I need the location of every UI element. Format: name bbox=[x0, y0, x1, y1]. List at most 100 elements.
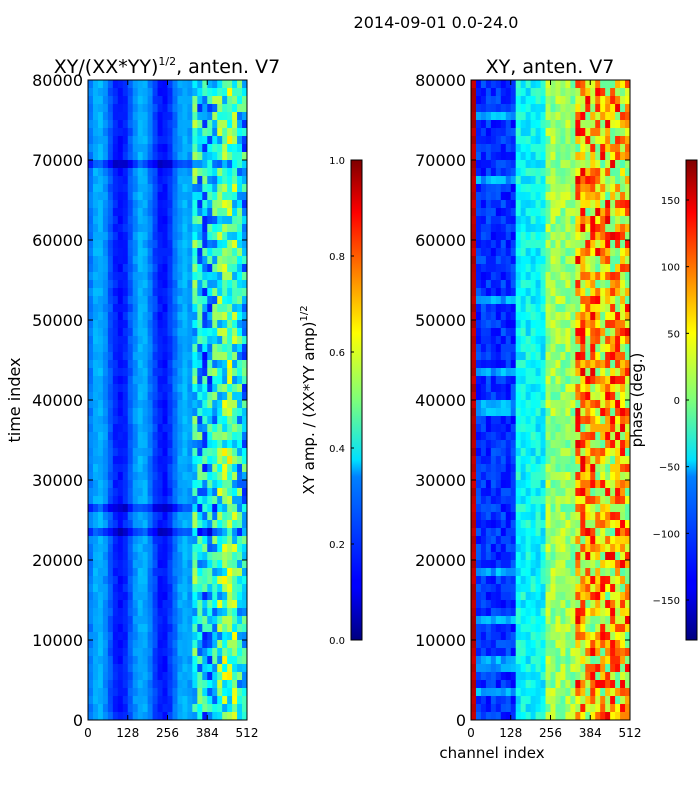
heatmap-cell bbox=[520, 544, 527, 553]
heatmap-cell bbox=[157, 208, 164, 217]
heatmap-cell bbox=[227, 704, 233, 713]
heatmap-cell bbox=[530, 192, 537, 201]
heatmap-cell bbox=[207, 136, 213, 145]
heatmap-cell bbox=[495, 648, 502, 657]
heatmap-cell bbox=[610, 296, 616, 305]
heatmap-cell bbox=[172, 296, 179, 305]
heatmap-cell bbox=[485, 304, 492, 313]
heatmap-cell bbox=[192, 624, 198, 633]
heatmap-cell bbox=[217, 680, 223, 689]
heatmap-cell bbox=[545, 592, 552, 601]
heatmap-cell bbox=[595, 664, 601, 673]
heatmap-cell bbox=[112, 552, 119, 561]
heatmap-cell bbox=[475, 120, 482, 129]
heatmap-cell bbox=[590, 352, 596, 361]
heatmap-cell bbox=[142, 704, 149, 713]
heatmap-cell bbox=[142, 408, 149, 417]
heatmap-cell bbox=[192, 304, 198, 313]
heatmap-cell bbox=[97, 576, 104, 585]
heatmap-cell bbox=[182, 280, 188, 289]
heatmap-cell bbox=[92, 368, 99, 377]
heatmap-cell bbox=[625, 632, 630, 641]
heatmap-cell bbox=[510, 408, 517, 417]
heatmap-cell bbox=[132, 232, 139, 241]
heatmap-cell bbox=[192, 432, 198, 441]
heatmap-cell bbox=[122, 160, 129, 169]
heatmap-cell bbox=[525, 496, 532, 505]
heatmap-cell bbox=[495, 576, 502, 585]
heatmap-cell bbox=[555, 448, 562, 457]
heatmap-cell bbox=[550, 272, 557, 281]
heatmap-cell bbox=[495, 552, 502, 561]
heatmap-cell bbox=[97, 656, 104, 665]
heatmap-cell bbox=[485, 88, 492, 97]
heatmap-cell bbox=[167, 312, 174, 321]
heatmap-cell bbox=[202, 240, 208, 249]
heatmap-cell bbox=[132, 704, 139, 713]
heatmap-cell bbox=[620, 472, 626, 481]
heatmap-cell bbox=[540, 536, 547, 545]
heatmap-cell bbox=[107, 384, 114, 393]
heatmap-cell bbox=[127, 232, 134, 241]
heatmap-cell bbox=[92, 360, 99, 369]
amplitude-heatmap-image bbox=[88, 80, 247, 720]
heatmap-cell bbox=[485, 312, 492, 321]
heatmap-cell bbox=[237, 608, 243, 617]
heatmap-cell bbox=[471, 312, 477, 321]
heatmap-cell bbox=[88, 136, 94, 145]
heatmap-cell bbox=[555, 560, 562, 569]
heatmap-cell bbox=[480, 592, 487, 601]
heatmap-cell bbox=[535, 144, 542, 153]
heatmap-cell bbox=[555, 224, 562, 233]
heatmap-cell bbox=[192, 112, 198, 121]
heatmap-cell bbox=[147, 616, 154, 625]
heatmap-cell bbox=[202, 216, 208, 225]
heatmap-cell bbox=[625, 328, 630, 337]
heatmap-cell bbox=[157, 680, 164, 689]
heatmap-cell bbox=[197, 232, 203, 241]
heatmap-cell bbox=[600, 544, 606, 553]
heatmap-cell bbox=[222, 600, 228, 609]
heatmap-cell bbox=[560, 416, 567, 425]
heatmap-cell bbox=[565, 656, 571, 665]
heatmap-cell bbox=[560, 616, 567, 625]
heatmap-cell bbox=[172, 304, 179, 313]
heatmap-cell bbox=[560, 168, 567, 177]
heatmap-cell bbox=[600, 104, 606, 113]
heatmap-cell bbox=[595, 80, 601, 89]
heatmap-cell bbox=[132, 504, 139, 513]
heatmap-cell bbox=[475, 248, 482, 257]
heatmap-cell bbox=[137, 216, 144, 225]
heatmap-cell bbox=[237, 408, 243, 417]
heatmap-cell bbox=[192, 144, 198, 153]
heatmap-cell bbox=[112, 608, 119, 617]
heatmap-cell bbox=[490, 656, 497, 665]
heatmap-cell bbox=[127, 360, 134, 369]
heatmap-cell bbox=[605, 512, 611, 521]
heatmap-cell bbox=[107, 704, 114, 713]
heatmap-cell bbox=[555, 368, 562, 377]
heatmap-cell bbox=[177, 104, 184, 113]
heatmap-cell bbox=[615, 344, 621, 353]
heatmap-cell bbox=[595, 368, 601, 377]
heatmap-cell bbox=[565, 296, 571, 305]
heatmap-cell bbox=[217, 208, 223, 217]
heatmap-cell bbox=[147, 248, 154, 257]
heatmap-cell bbox=[540, 664, 547, 673]
heatmap-cell bbox=[112, 112, 119, 121]
heatmap-cell bbox=[232, 408, 238, 417]
heatmap-cell bbox=[162, 688, 169, 697]
heatmap-cell bbox=[122, 680, 129, 689]
heatmap-cell bbox=[520, 648, 527, 657]
colorbar-tick-label: 0.0 bbox=[329, 636, 345, 647]
heatmap-cell bbox=[232, 368, 238, 377]
heatmap-cell bbox=[157, 624, 164, 633]
heatmap-cell bbox=[112, 224, 119, 233]
heatmap-cell bbox=[545, 552, 552, 561]
heatmap-cell bbox=[202, 672, 208, 681]
heatmap-cell bbox=[197, 96, 203, 105]
heatmap-cell bbox=[127, 112, 134, 121]
heatmap-cell bbox=[117, 688, 124, 697]
heatmap-cell bbox=[475, 608, 482, 617]
heatmap-cell bbox=[192, 600, 198, 609]
